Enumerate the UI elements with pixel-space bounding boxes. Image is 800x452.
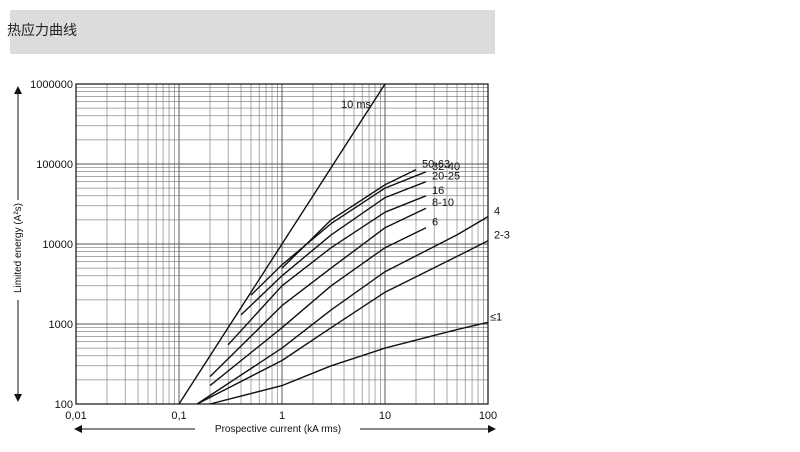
- x-tick-label: 0,01: [65, 410, 86, 422]
- x-tick-label: 100: [479, 410, 497, 422]
- curve-label: ≤1: [490, 311, 502, 323]
- y-tick-label: 1000: [49, 319, 73, 331]
- curve-20-25: [240, 181, 427, 316]
- curve-label: 50-63: [422, 159, 450, 171]
- curve-label: 32-40: [432, 161, 460, 173]
- y-tick-label: 100000: [36, 159, 73, 171]
- curve-6: [209, 227, 427, 387]
- x-tick-label: 1: [279, 410, 285, 422]
- curve-label: 16: [432, 185, 444, 197]
- y-tick-label: 10000: [42, 239, 73, 251]
- x-tick-label: 0,1: [171, 410, 186, 422]
- x-tick-label: 10: [379, 410, 391, 422]
- curve-label: 8-10: [432, 197, 454, 209]
- y-axis-label: Limited energy (A²s): [13, 203, 24, 293]
- curve-32-40: [250, 171, 427, 296]
- curve-16: [227, 195, 427, 346]
- x-axis-label: Prospective current (kA rms): [215, 424, 341, 435]
- curve-8-10: [209, 207, 427, 378]
- plot-frame: [75, 83, 489, 405]
- curve-10-ms: [178, 83, 386, 405]
- header-band: [10, 10, 495, 54]
- curve-4: [196, 215, 489, 405]
- curve-label: 6: [432, 217, 438, 229]
- curve-label: 20-25: [432, 171, 460, 183]
- curve-label: 10 ms: [341, 99, 371, 111]
- y-tick-label: 1000000: [30, 79, 73, 91]
- curve-label: 4: [494, 206, 500, 218]
- curve-2-3: [196, 240, 489, 405]
- curve--1: [209, 321, 489, 405]
- y-tick-label: 100: [55, 399, 73, 411]
- curve-label: 2-3: [494, 230, 510, 242]
- page-title: 热应力曲线: [7, 23, 77, 39]
